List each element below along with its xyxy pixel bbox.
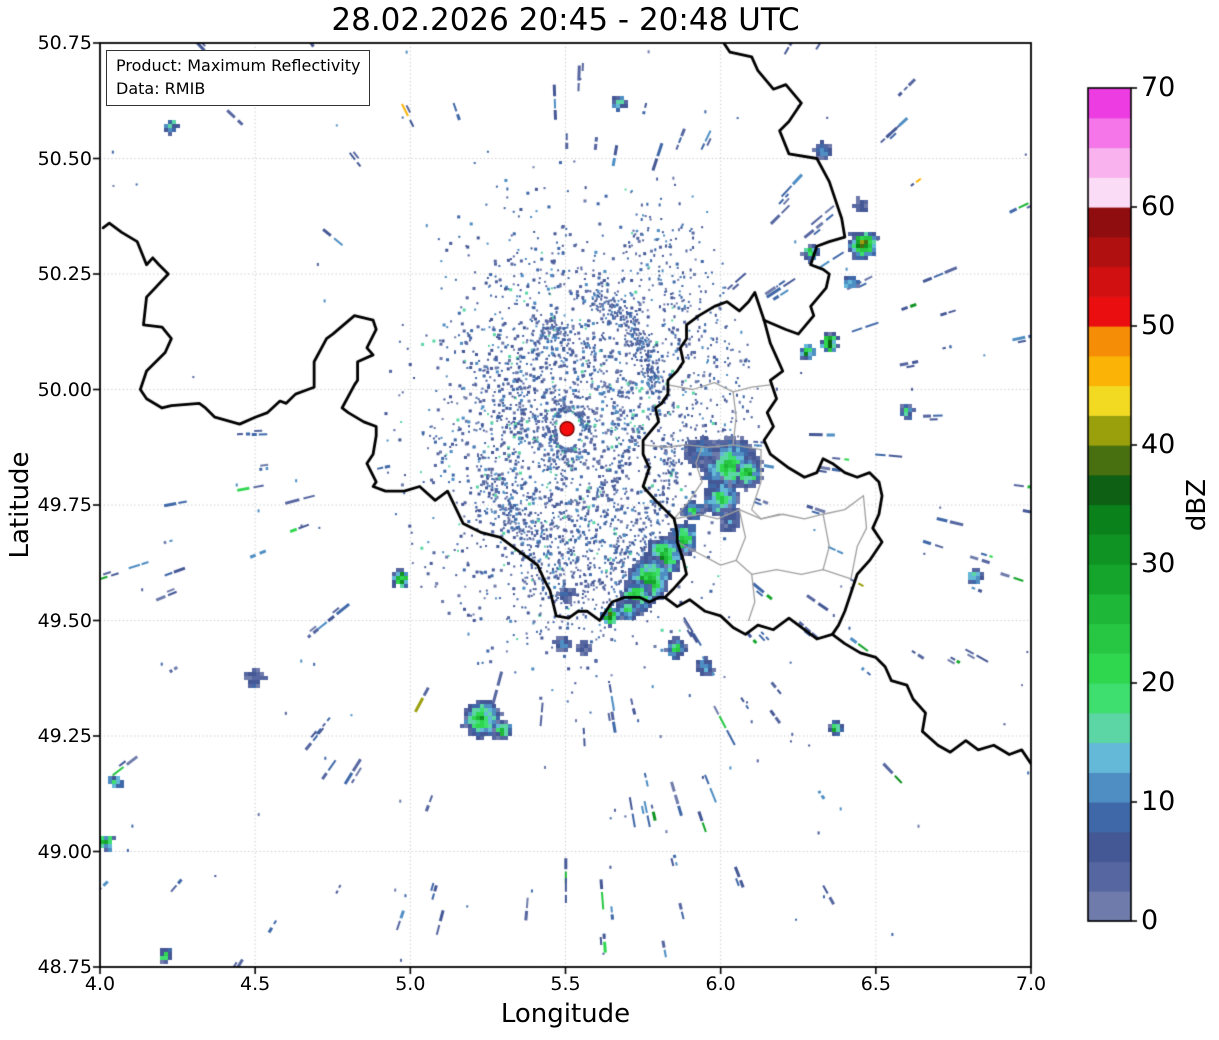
colorbar-tick-label: 30: [1141, 548, 1176, 579]
colorbar-tick-label: 40: [1141, 429, 1176, 460]
y-tick-label: 50.25: [37, 263, 92, 285]
colorbar-tick-label: 0: [1141, 905, 1159, 936]
annotation-product-line: Product: Maximum Reflectivity: [116, 56, 361, 75]
y-tick-label: 50.75: [37, 32, 92, 54]
colorbar-tick-label: 70: [1141, 72, 1176, 103]
colorbar-tick-label: 20: [1141, 667, 1176, 698]
y-tick-label: 50.00: [37, 378, 92, 401]
x-tick-label: 6.5: [860, 973, 891, 995]
colorbar-label: dBZ: [1182, 478, 1212, 532]
x-tick-label: 7.0: [1015, 973, 1047, 995]
y-tick-label: 49.00: [37, 840, 92, 863]
y-tick-label: 49.75: [37, 494, 92, 516]
x-axis-label: Longitude: [500, 999, 631, 1029]
annotation-data-line: Data: RMIB: [116, 79, 206, 99]
y-tick-label: 50.50: [37, 147, 92, 170]
x-tick-label: 4.5: [240, 973, 271, 995]
x-tick-label: 5.0: [395, 973, 426, 995]
colorbar-tick-label: 10: [1141, 786, 1176, 817]
product-annotation: Product: Maximum Reflectivity Data: RMIB: [106, 50, 371, 107]
colorbar-tick-label: 50: [1141, 310, 1176, 341]
x-tick-label: 5.5: [550, 973, 581, 995]
x-tick-label: 4.0: [84, 973, 116, 995]
y-tick-label: 49.25: [37, 725, 92, 747]
y-tick-label: 48.75: [37, 956, 92, 978]
figure-title: 28.02.2026 20:45 - 20:48 UTC: [331, 2, 800, 38]
y-tick-label: 49.50: [37, 609, 92, 632]
colorbar-tick-label: 60: [1141, 191, 1176, 222]
x-tick-label: 6.0: [705, 973, 736, 995]
